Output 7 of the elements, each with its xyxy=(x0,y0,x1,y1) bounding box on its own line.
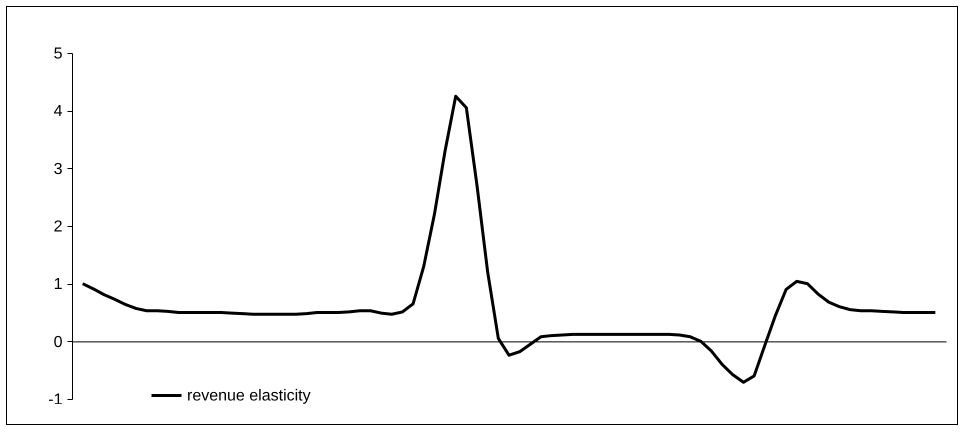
y-tick-label: 5 xyxy=(54,46,63,62)
y-tick-label: 2 xyxy=(54,218,63,236)
y-tick-label: 1 xyxy=(54,276,63,294)
legend-label: revenue elasticity xyxy=(187,388,311,404)
y-tick-label: 3 xyxy=(54,160,63,178)
y-tick-label: 4 xyxy=(54,103,63,120)
y-tick-label: 0 xyxy=(54,334,63,351)
